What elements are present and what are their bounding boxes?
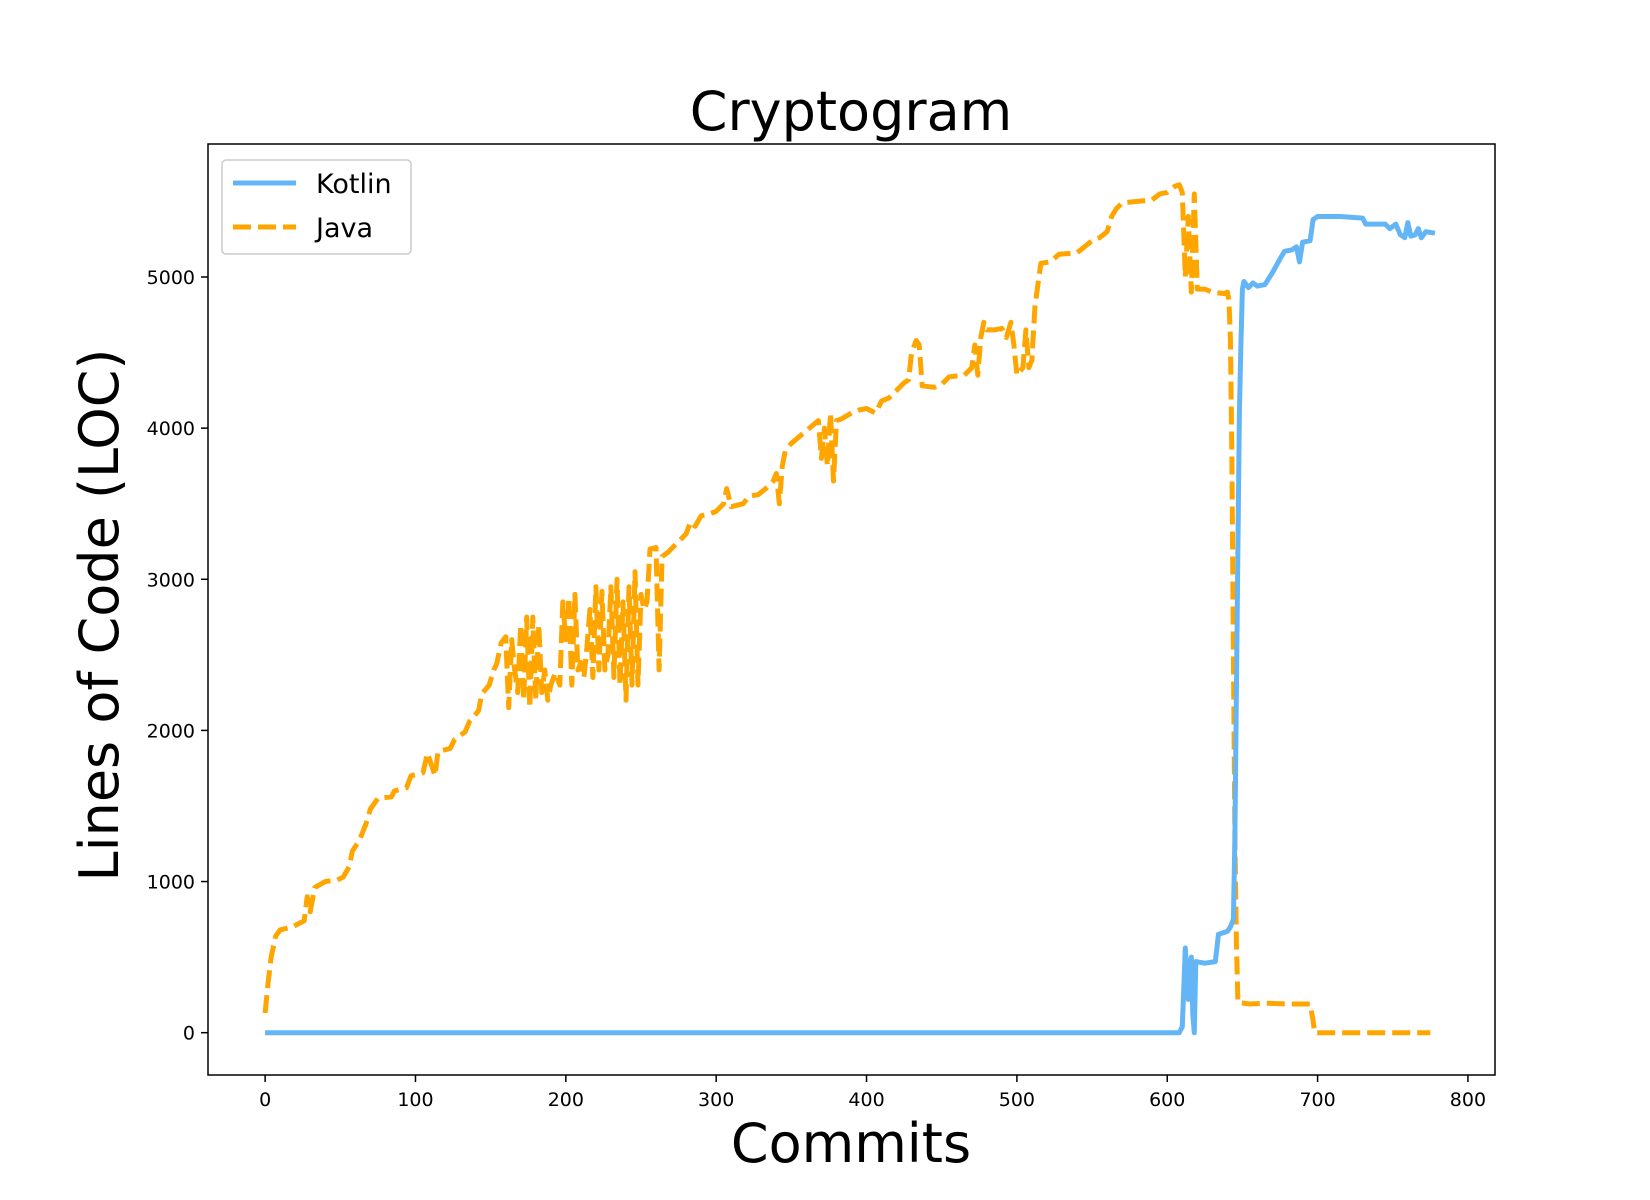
y-axis-label: Lines of Code (LOC) (68, 349, 131, 882)
series-group (262, 182, 1436, 1036)
x-tick-label: 400 (848, 1089, 884, 1111)
x-tick-label: 500 (999, 1089, 1035, 1111)
y-tick-label: 1000 (147, 872, 195, 894)
x-tick-label: 0 (259, 1089, 271, 1111)
x-tick-label: 300 (698, 1089, 734, 1111)
x-tick-label: 800 (1450, 1089, 1486, 1111)
chart-title: Cryptogram (690, 80, 1013, 143)
series-line-java (262, 182, 1431, 1036)
y-tick-label: 3000 (147, 569, 195, 591)
x-tick-label: 100 (397, 1089, 433, 1111)
y-tick-label: 0 (183, 1023, 195, 1045)
x-axis-label: Commits (731, 1112, 971, 1175)
y-tick-label: 5000 (147, 267, 195, 289)
legend: Kotlin Java (221, 159, 412, 255)
plot-frame (207, 143, 1496, 1076)
plot-area (207, 143, 1496, 1076)
y-tick-label: 4000 (147, 418, 195, 440)
x-tick-label: 200 (548, 1089, 584, 1111)
x-axis: 0 100 200 300 400 500 600 700 800 (259, 1075, 1486, 1111)
x-tick-label: 700 (1299, 1089, 1335, 1111)
legend-label-kotlin: Kotlin (316, 169, 392, 200)
y-tick-label: 2000 (147, 720, 195, 742)
legend-label-java: Java (314, 213, 373, 244)
y-axis: 0 1000 2000 3000 4000 5000 (147, 267, 208, 1045)
series-line-kotlin (265, 214, 1436, 1036)
x-tick-label: 600 (1149, 1089, 1185, 1111)
